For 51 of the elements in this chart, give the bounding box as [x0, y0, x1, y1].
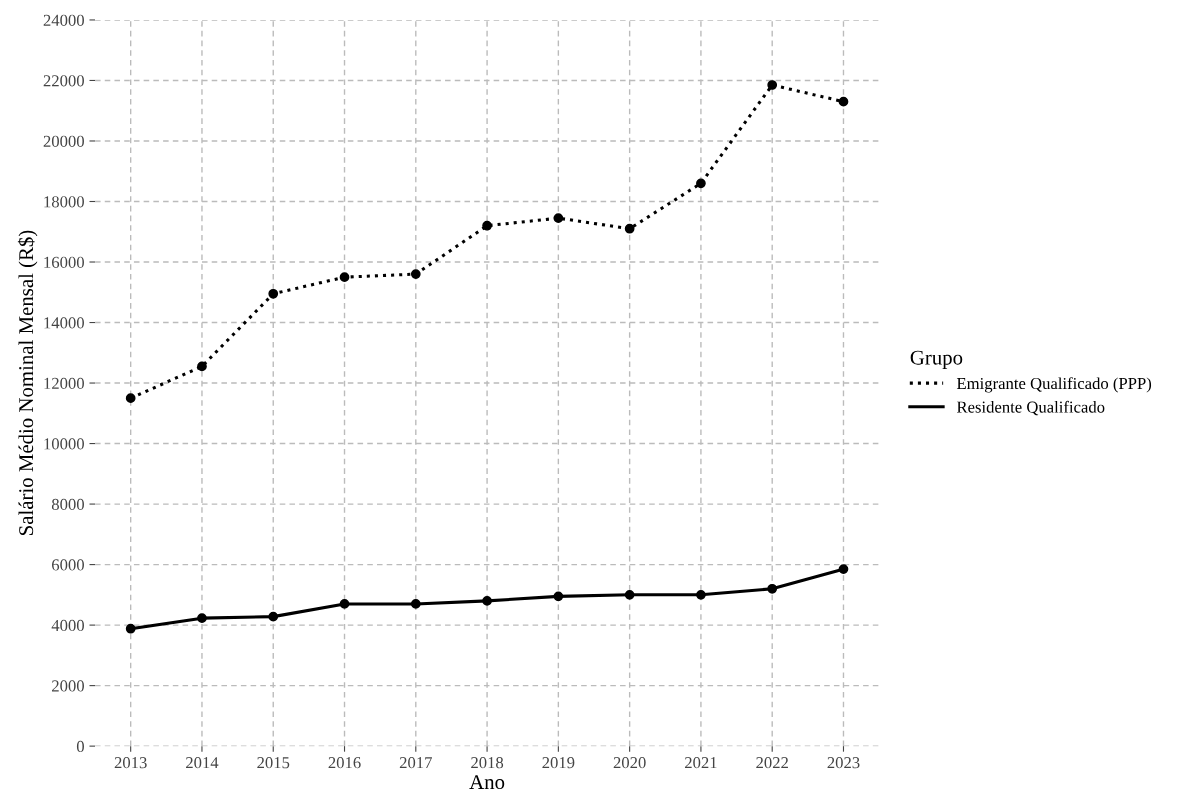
point — [553, 591, 564, 602]
point — [838, 96, 849, 107]
legend-label: Residente Qualificado — [956, 400, 1105, 416]
point — [410, 599, 421, 609]
point — [125, 393, 136, 404]
y-axis-title: Salário Médio Nominal Mensal (R$) — [17, 230, 38, 535]
y-tick-label: 6000 — [52, 559, 84, 571]
y-tick-label: 8000 — [51, 498, 84, 511]
point — [482, 596, 492, 606]
point — [410, 269, 421, 279]
y-tick-label: 16000 — [44, 256, 84, 268]
y-tick-label: 4000 — [51, 619, 84, 632]
x-tick-label: 2023 — [827, 757, 860, 769]
x-axis-title: Ano — [469, 775, 505, 790]
legend-label: Emigrante Qualificado (PPP) — [956, 377, 1152, 393]
x-tick-label: 2014 — [186, 757, 219, 769]
y-tick-label: 12000 — [44, 377, 84, 389]
x-tick-label: 2021 — [684, 757, 717, 769]
point — [696, 589, 706, 600]
x-tick-label: 2013 — [114, 757, 147, 769]
point — [268, 288, 279, 299]
x-tick-label: 2016 — [328, 757, 361, 769]
y-tick-label: 14000 — [44, 317, 84, 329]
y-tick-label: 2000 — [52, 680, 84, 692]
point — [696, 178, 706, 189]
x-tick-label: 2020 — [613, 757, 646, 769]
point — [767, 583, 778, 594]
x-tick-label: 2022 — [756, 757, 788, 769]
x-tick-label: 2017 — [399, 757, 432, 769]
y-tick-label: 20000 — [43, 135, 84, 147]
point — [339, 272, 350, 283]
y-tick-label: 18000 — [44, 196, 84, 208]
point — [624, 589, 635, 600]
point — [268, 611, 279, 622]
point — [482, 220, 492, 231]
point — [197, 613, 207, 624]
y-tick-label: 0 — [76, 740, 84, 753]
y-tick-label: 24000 — [43, 14, 84, 26]
x-tick-label: 2015 — [257, 757, 290, 769]
point — [339, 599, 350, 609]
point — [624, 223, 635, 234]
point — [767, 80, 778, 90]
point — [838, 564, 849, 574]
point — [125, 623, 136, 634]
y-tick-label: 10000 — [44, 438, 84, 450]
legend-title: Grupo — [910, 350, 963, 369]
x-tick-label: 2019 — [542, 757, 575, 769]
point — [553, 213, 564, 223]
y-tick-label: 22000 — [43, 75, 84, 87]
x-tick-label: 2018 — [471, 757, 504, 769]
point — [197, 361, 207, 372]
